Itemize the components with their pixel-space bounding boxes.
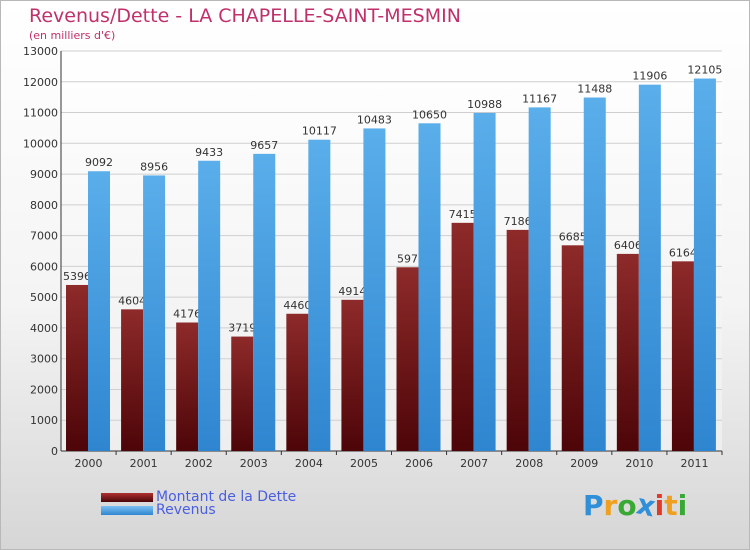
y-tick-label: 10000 (23, 137, 58, 150)
x-tick-label: 2005 (350, 457, 378, 470)
x-tick-label: 2000 (75, 457, 103, 470)
legend-label-dette: Montant de la Dette (156, 489, 297, 505)
data-label: 9657 (250, 139, 278, 152)
y-tick-label: 13000 (23, 45, 58, 58)
bar-revenus (583, 97, 606, 452)
y-tick-label: 8000 (30, 199, 58, 212)
bar-revenus (308, 139, 331, 451)
bar-revenus (198, 160, 221, 451)
logo-letter: i (654, 489, 665, 522)
y-tick-label: 5000 (30, 291, 58, 304)
y-tick-label: 2000 (30, 383, 58, 396)
bar-dette (66, 284, 88, 451)
data-label: 10483 (357, 113, 392, 126)
bar-revenus (693, 78, 716, 452)
legend-item-dette: Montant de la Dette (101, 489, 296, 505)
logo-letter: t (664, 489, 678, 522)
proxiti-logo: Proxiti (583, 487, 688, 523)
data-label: 6406 (614, 239, 642, 252)
data-label: 7415 (449, 208, 477, 221)
bar-revenus (253, 153, 276, 451)
bar-revenus (143, 175, 166, 451)
data-label: 11488 (577, 83, 612, 96)
data-label: 12105 (687, 64, 722, 77)
data-label: 4914 (338, 285, 366, 298)
bar-dette (286, 313, 309, 451)
bar-dette (671, 261, 694, 451)
y-tick-label: 3000 (30, 353, 58, 366)
bar-dette (451, 222, 474, 451)
x-tick-label: 2008 (515, 457, 543, 470)
bar-dette (506, 229, 529, 451)
legend-swatch-dette (101, 492, 153, 502)
bar-revenus (418, 123, 441, 452)
bar-revenus (363, 128, 386, 451)
bar-dette (231, 336, 254, 451)
data-label: 10117 (302, 125, 337, 138)
data-label: 4460 (283, 299, 311, 312)
x-tick-label: 2007 (460, 457, 488, 470)
x-tick-label: 2001 (130, 457, 158, 470)
y-tick-label: 12000 (23, 76, 58, 89)
bar-dette (396, 267, 419, 451)
data-label: 9092 (85, 156, 113, 169)
bar-dette (121, 309, 144, 451)
data-label: 597 (397, 252, 418, 265)
y-tick-label: 4000 (30, 322, 58, 335)
bar-dette (176, 322, 199, 451)
logo-letter: r (603, 489, 618, 522)
x-tick-label: 2011 (680, 457, 708, 470)
chart-title: Revenus/Dette - LA CHAPELLE-SAINT-MESMIN (29, 5, 461, 27)
x-tick-label: 2003 (240, 457, 268, 470)
data-label: 7186 (504, 215, 532, 228)
y-tick-label: 11000 (23, 107, 58, 120)
bar-revenus (88, 171, 110, 451)
bar-revenus (528, 107, 551, 452)
data-label: 4604 (118, 294, 146, 307)
data-label: 8956 (140, 160, 168, 173)
y-tick-label: 9000 (30, 168, 58, 181)
bar-dette (341, 299, 364, 451)
y-tick-label: 1000 (30, 414, 58, 427)
data-label: 6164 (669, 246, 697, 259)
data-label: 4176 (173, 308, 201, 321)
data-label: 9433 (195, 146, 223, 159)
x-tick-label: 2009 (570, 457, 598, 470)
data-label: 10650 (412, 108, 447, 121)
legend-swatch-revenus (101, 505, 153, 515)
y-tick-label: 0 (51, 445, 58, 458)
legend-label-revenus: Revenus (156, 502, 216, 518)
data-label: 11167 (522, 92, 557, 105)
x-tick-label: 2006 (405, 457, 433, 470)
data-label: 3719 (228, 322, 256, 335)
data-label: 10988 (467, 98, 502, 111)
x-tick-label: 2002 (185, 457, 213, 470)
bar-revenus (473, 112, 496, 452)
data-label: 6685 (559, 230, 587, 243)
y-tick-label: 6000 (30, 260, 58, 273)
logo-letter: i (677, 489, 688, 522)
data-label: 11906 (632, 70, 667, 83)
legend-item-revenus: Revenus (101, 502, 216, 518)
data-label: 5396 (63, 270, 91, 283)
x-tick-label: 2010 (625, 457, 653, 470)
x-tick-label: 2004 (295, 457, 323, 470)
chart-subtitle: (en milliers d'€) (29, 29, 116, 42)
logo-letter: o (617, 489, 637, 522)
bar-dette (561, 245, 584, 451)
logo-letter: P (583, 489, 604, 522)
y-tick-label: 7000 (30, 230, 58, 243)
plot-area (61, 51, 722, 451)
bar-revenus (638, 84, 661, 452)
bar-dette (616, 253, 639, 451)
